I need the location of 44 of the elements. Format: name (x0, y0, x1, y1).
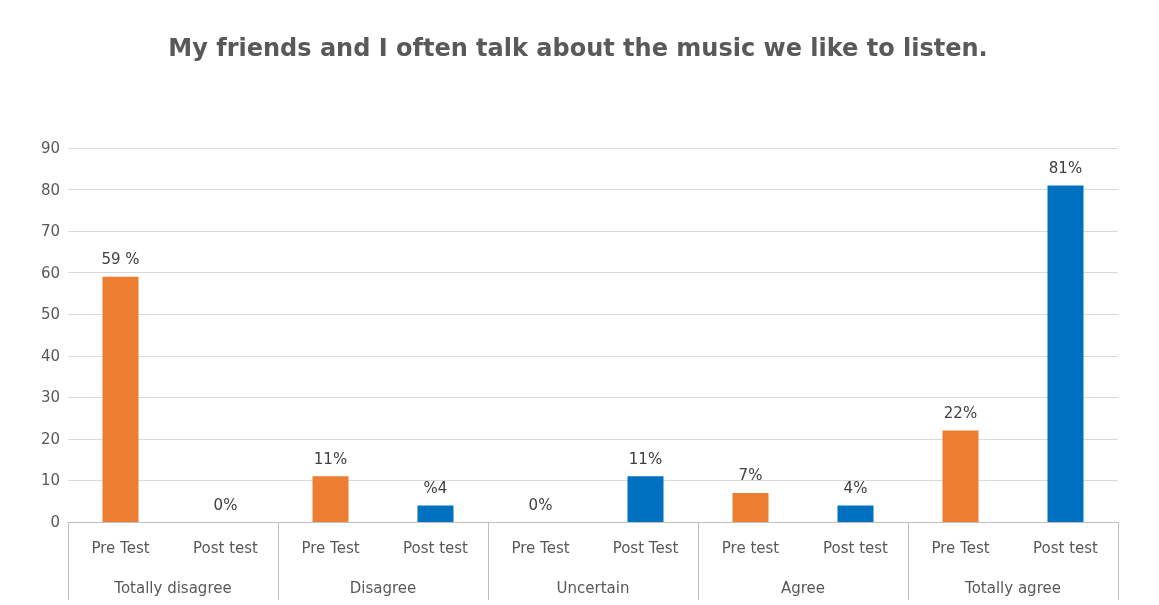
y-tick-label: 60 (40, 263, 60, 282)
y-tick-label: 40 (40, 346, 60, 365)
chart-title: My friends and I often talk about the music we like to listen. (168, 34, 988, 62)
x-tick-label: Pre Test (301, 538, 360, 557)
text: Totally disagree (113, 579, 232, 597)
y-tick-label: 20 (40, 429, 60, 448)
bar (102, 276, 139, 522)
data-label: 11% (313, 449, 348, 468)
y-tick-label: 80 (40, 180, 60, 199)
text: Disagree (349, 579, 417, 597)
x-tick-label: Pre test (721, 538, 780, 557)
bar (942, 430, 979, 522)
bar (1047, 185, 1084, 522)
text: Totally agree (964, 579, 1061, 597)
data-label: 0% (213, 495, 238, 514)
y-tick-label: 0 (50, 513, 60, 531)
text: Uncertain (556, 579, 630, 597)
bar (732, 492, 769, 522)
bar (417, 505, 454, 522)
y-tick-label: 90 (40, 139, 60, 157)
y-tick-label: 30 (40, 388, 60, 407)
bar (627, 476, 664, 522)
data-label: 4% (843, 478, 868, 497)
bar (837, 505, 874, 522)
x-tick-label: Post Test (612, 538, 679, 557)
y-tick-label: 10 (40, 471, 60, 490)
y-tick-label: 70 (40, 222, 60, 241)
bar (312, 476, 349, 522)
x-tick-label: Post test (823, 538, 889, 557)
x-tick-label: Post test (193, 538, 259, 557)
x-tick-label: Pre Test (931, 538, 990, 557)
data-label: %4 (423, 478, 448, 497)
x-tick-label: Post test (1033, 538, 1099, 557)
data-label: 22% (943, 404, 978, 423)
data-label: 7% (738, 466, 763, 485)
x-tick-label: Pre Test (91, 538, 150, 557)
data-label: 11% (628, 449, 663, 468)
y-tick-label: 50 (40, 305, 60, 324)
data-label: 59 % (101, 250, 140, 269)
data-label: 81% (1048, 158, 1083, 177)
data-label: 0% (528, 495, 553, 514)
x-tick-label: Pre Test (511, 538, 570, 557)
x-tick-label: Post test (403, 538, 469, 557)
text: Agree (780, 579, 826, 597)
